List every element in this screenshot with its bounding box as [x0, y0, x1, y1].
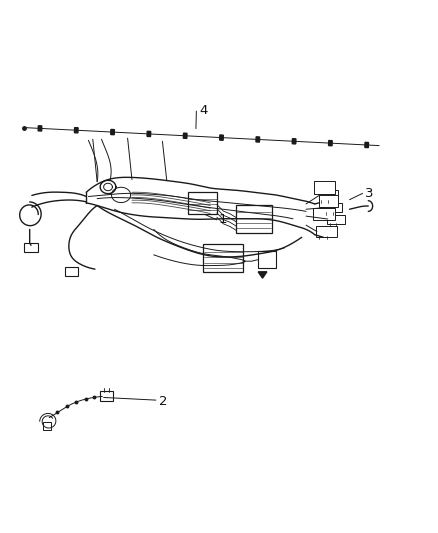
FancyBboxPatch shape: [43, 422, 51, 430]
Polygon shape: [328, 141, 332, 146]
FancyBboxPatch shape: [324, 203, 342, 213]
FancyBboxPatch shape: [65, 266, 78, 276]
Polygon shape: [38, 126, 42, 131]
Text: 1: 1: [218, 213, 226, 227]
Polygon shape: [219, 135, 223, 140]
FancyBboxPatch shape: [317, 226, 337, 237]
FancyBboxPatch shape: [314, 208, 335, 220]
FancyBboxPatch shape: [24, 243, 38, 252]
Polygon shape: [74, 127, 78, 133]
FancyBboxPatch shape: [236, 205, 272, 232]
FancyBboxPatch shape: [258, 251, 276, 268]
Text: 3: 3: [365, 187, 374, 200]
FancyBboxPatch shape: [319, 190, 338, 201]
Polygon shape: [292, 139, 296, 144]
Polygon shape: [258, 272, 267, 278]
Polygon shape: [256, 137, 260, 142]
Polygon shape: [147, 131, 151, 136]
Polygon shape: [111, 130, 114, 135]
Text: 4: 4: [199, 103, 208, 117]
FancyBboxPatch shape: [188, 192, 217, 214]
Polygon shape: [365, 142, 368, 148]
FancyBboxPatch shape: [327, 215, 345, 223]
FancyBboxPatch shape: [319, 196, 338, 207]
FancyBboxPatch shape: [314, 181, 335, 194]
Text: 2: 2: [159, 395, 167, 408]
FancyBboxPatch shape: [100, 391, 113, 401]
FancyBboxPatch shape: [203, 244, 244, 272]
Polygon shape: [184, 133, 187, 139]
